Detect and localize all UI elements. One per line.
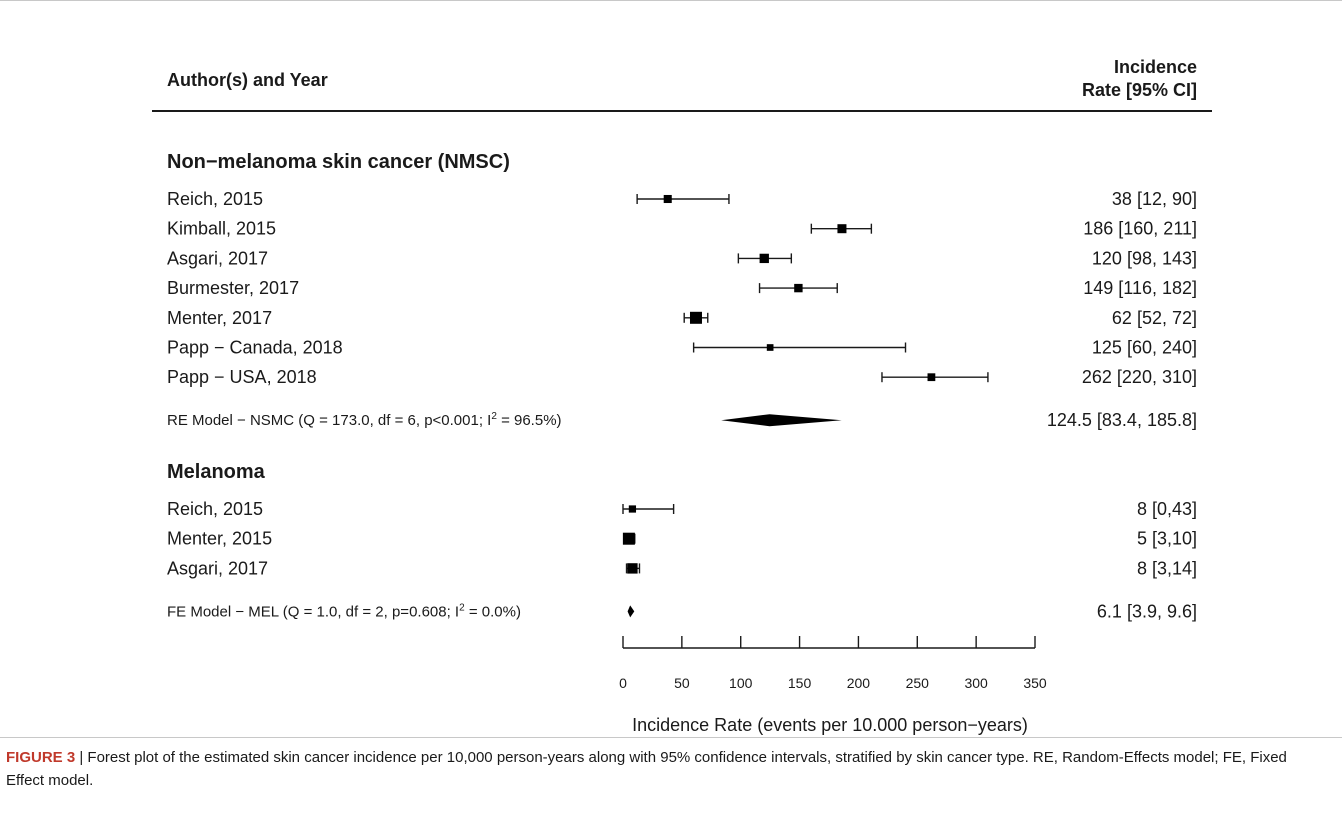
forest-plot: Author(s) and Year Incidence Rate [95% C… xyxy=(152,57,1212,735)
study-label: Kimball, 2015 xyxy=(167,219,276,239)
study-label: Menter, 2015 xyxy=(167,529,272,549)
ci-value: 5 [3,10] xyxy=(1137,529,1197,549)
x-axis-title: Incidence Rate (events per 10.000 person… xyxy=(632,715,1028,735)
model-label-tail: = 0.0%) xyxy=(465,603,521,620)
header-author-year: Author(s) and Year xyxy=(167,70,328,90)
caption-separator: | xyxy=(75,749,88,766)
ci-value: 38 [12, 90] xyxy=(1112,189,1197,209)
point-estimate xyxy=(927,373,936,382)
study-label: Asgari, 2017 xyxy=(167,558,268,578)
x-tick-label: 0 xyxy=(619,675,627,691)
ci-value: 149 [116, 182] xyxy=(1083,278,1197,298)
point-estimate xyxy=(766,344,774,351)
study-label: Reich, 2015 xyxy=(167,189,263,209)
point-estimate xyxy=(837,224,847,234)
section-title: Non−melanoma skin cancer (NMSC) xyxy=(167,151,510,173)
summary-ci-value: 6.1 [3.9, 9.6] xyxy=(1097,601,1197,621)
study-label: Papp − Canada, 2018 xyxy=(167,338,343,358)
forest-rows: Non−melanoma skin cancer (NMSC) Reich, 20… xyxy=(167,151,1197,621)
header-rate-ci: Rate [95% CI] xyxy=(1082,80,1197,100)
point-estimate xyxy=(759,253,769,264)
study-label: Papp − USA, 2018 xyxy=(167,367,317,387)
figure-frame: Author(s) and Year Incidence Rate [95% C… xyxy=(0,0,1342,738)
point-estimate xyxy=(622,532,635,545)
point-estimate xyxy=(689,311,702,324)
ci-value: 262 [220, 310] xyxy=(1082,367,1197,387)
model-label-tail: = 96.5%) xyxy=(497,412,562,429)
model-label-superscript: 2 xyxy=(491,411,497,422)
x-tick-label: 150 xyxy=(788,675,812,691)
ci-value: 186 [160, 211] xyxy=(1083,219,1197,239)
point-estimate xyxy=(663,194,672,204)
summary-diamond xyxy=(721,414,842,427)
x-tick-label: 350 xyxy=(1023,675,1047,691)
study-label: Burmester, 2017 xyxy=(167,278,299,298)
study-label: Asgari, 2017 xyxy=(167,248,268,268)
model-label-superscript: 2 xyxy=(459,602,465,613)
x-tick-label: 250 xyxy=(906,675,930,691)
model-label-main: RE Model − NSMC (Q = 173.0, df = 6, p<0.… xyxy=(167,412,491,429)
caption-text: Forest plot of the estimated skin cancer… xyxy=(6,749,1287,789)
x-tick-label: 100 xyxy=(729,675,753,691)
section-title: Melanoma xyxy=(167,461,266,483)
summary-diamond xyxy=(627,605,635,618)
point-estimate xyxy=(794,283,803,293)
x-tick-label: 300 xyxy=(964,675,988,691)
study-label: Reich, 2015 xyxy=(167,499,263,519)
figure-caption: FIGURE 3 | Forest plot of the estimated … xyxy=(6,746,1326,792)
ci-value: 8 [3,14] xyxy=(1137,558,1197,578)
x-axis: 0 50 100 150 200 250 300 350 xyxy=(619,636,1047,691)
header-incidence: Incidence xyxy=(1114,57,1197,77)
study-label: Menter, 2017 xyxy=(167,308,272,328)
point-estimate xyxy=(627,563,638,574)
model-label: RE Model − NSMC (Q = 173.0, df = 6, p<0.… xyxy=(167,411,562,429)
x-tick-label: 50 xyxy=(674,675,690,691)
point-estimate xyxy=(628,505,637,513)
ci-value: 125 [60, 240] xyxy=(1092,338,1197,358)
ci-value: 8 [0,43] xyxy=(1137,499,1197,519)
ci-value: 120 [98, 143] xyxy=(1092,248,1197,268)
model-label: FE Model − MEL (Q = 1.0, df = 2, p=0.608… xyxy=(167,602,521,620)
x-tick-label: 200 xyxy=(847,675,871,691)
figure-label: FIGURE 3 xyxy=(6,749,76,766)
summary-ci-value: 124.5 [83.4, 185.8] xyxy=(1047,410,1197,430)
ci-value: 62 [52, 72] xyxy=(1112,308,1197,328)
model-label-main: FE Model − MEL (Q = 1.0, df = 2, p=0.608… xyxy=(167,603,459,620)
